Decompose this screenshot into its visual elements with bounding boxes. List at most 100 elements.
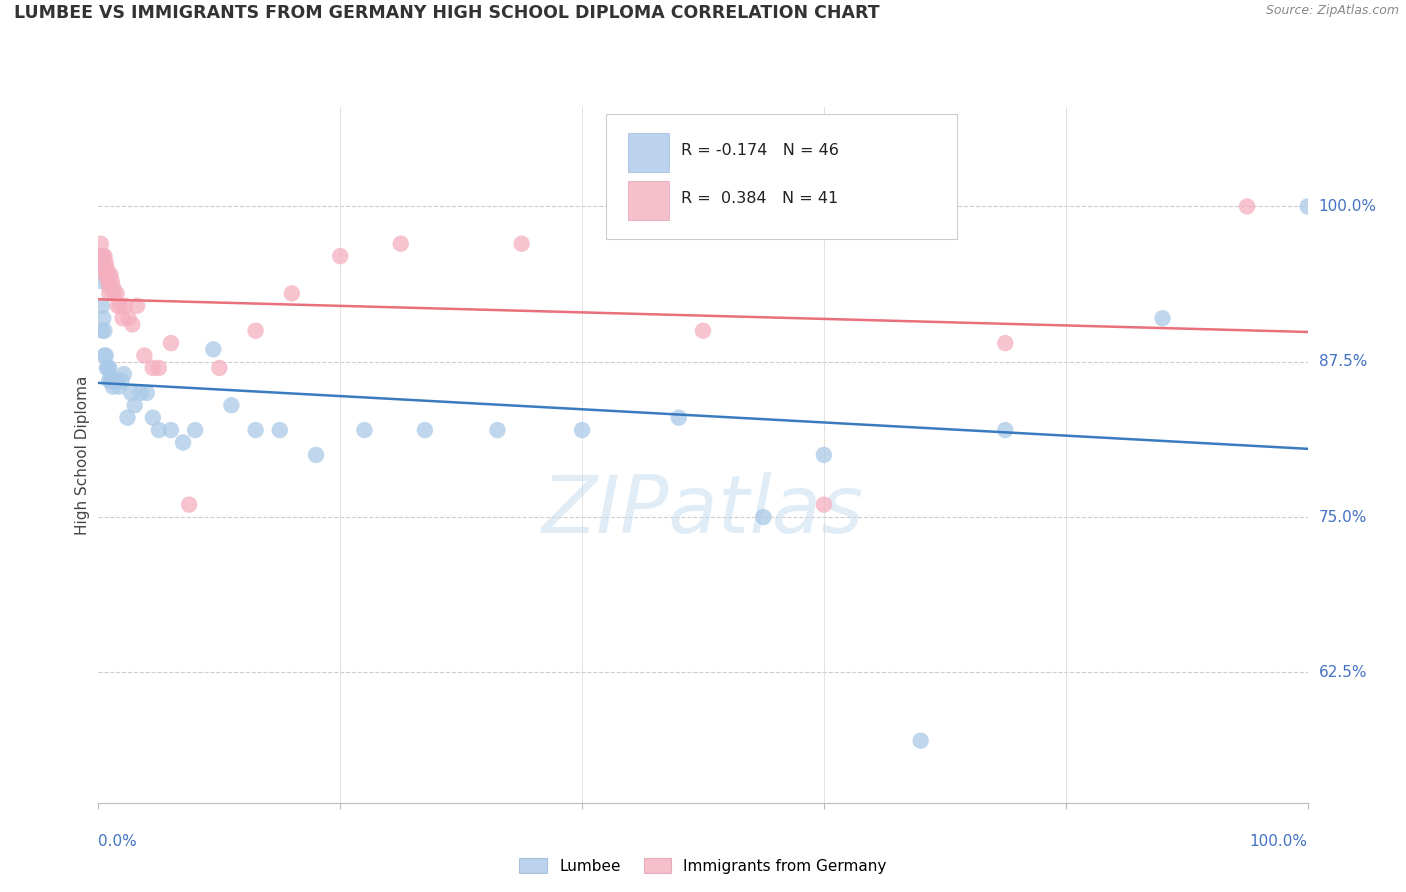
Point [172, 435, 194, 450]
Point [108, 299, 131, 313]
Point [692, 324, 714, 338]
Point [177, 498, 201, 512]
Text: 0.0%: 0.0% [98, 834, 138, 849]
FancyBboxPatch shape [606, 114, 957, 239]
Point [160, 336, 183, 351]
Point [120, 385, 142, 400]
Point [100, 268, 122, 282]
Point [89, 261, 111, 276]
Point [98, 280, 121, 294]
Text: ZIPatlas: ZIPatlas [541, 472, 865, 549]
Point [91, 249, 114, 263]
Point [1152, 311, 1174, 326]
Point [413, 423, 436, 437]
Point [571, 423, 593, 437]
Text: 87.5%: 87.5% [1319, 354, 1367, 369]
Point [91, 299, 114, 313]
Text: 75.0%: 75.0% [1319, 509, 1367, 524]
Point [93, 261, 115, 276]
Point [110, 373, 132, 387]
Point [107, 299, 129, 313]
Text: 100.0%: 100.0% [1250, 834, 1308, 849]
Point [142, 410, 165, 425]
Point [353, 423, 375, 437]
Point [221, 398, 243, 412]
Point [94, 255, 117, 269]
Point [96, 360, 118, 375]
Point [117, 410, 139, 425]
Point [91, 324, 114, 338]
Point [94, 268, 117, 282]
Text: LUMBEE VS IMMIGRANTS FROM GERMANY HIGH SCHOOL DIPLOMA CORRELATION CHART: LUMBEE VS IMMIGRANTS FROM GERMANY HIGH S… [14, 4, 880, 22]
Point [160, 423, 183, 437]
Point [994, 336, 1017, 351]
Point [305, 448, 328, 462]
Point [105, 373, 128, 387]
Point [124, 398, 146, 412]
Point [97, 274, 120, 288]
Point [90, 274, 112, 288]
Text: 100.0%: 100.0% [1319, 199, 1376, 214]
Point [93, 324, 115, 338]
Y-axis label: High School Diploma: High School Diploma [75, 376, 90, 534]
Point [184, 423, 207, 437]
Point [142, 360, 165, 375]
Point [329, 249, 352, 263]
Point [100, 274, 122, 288]
Point [910, 733, 932, 747]
Point [101, 379, 124, 393]
Point [245, 423, 267, 437]
Point [121, 318, 143, 332]
Point [129, 385, 152, 400]
Point [97, 360, 120, 375]
Point [486, 423, 509, 437]
Point [108, 379, 131, 393]
Point [98, 360, 121, 375]
Point [208, 360, 231, 375]
Point [269, 423, 291, 437]
Point [135, 385, 157, 400]
Point [118, 311, 141, 326]
Point [98, 373, 121, 387]
FancyBboxPatch shape [628, 181, 669, 220]
Point [100, 373, 122, 387]
Point [1236, 199, 1258, 213]
Point [281, 286, 304, 301]
Point [98, 286, 121, 301]
Point [103, 286, 125, 301]
Point [245, 324, 267, 338]
Point [93, 249, 115, 263]
Point [510, 236, 533, 251]
Point [148, 360, 170, 375]
Point [112, 367, 135, 381]
Text: Source: ZipAtlas.com: Source: ZipAtlas.com [1265, 4, 1399, 18]
FancyBboxPatch shape [628, 134, 669, 172]
Point [91, 261, 114, 276]
Point [111, 311, 134, 326]
Point [103, 373, 125, 387]
Point [813, 498, 835, 512]
Point [100, 373, 122, 387]
Point [202, 343, 225, 357]
Point [813, 448, 835, 462]
Point [1296, 199, 1319, 213]
Point [994, 423, 1017, 437]
Text: 62.5%: 62.5% [1319, 665, 1367, 680]
Point [89, 249, 111, 263]
Point [389, 236, 412, 251]
Text: R = -0.174   N = 46: R = -0.174 N = 46 [682, 143, 839, 158]
Point [90, 236, 112, 251]
Point [114, 299, 136, 313]
Point [127, 299, 149, 313]
Point [94, 349, 117, 363]
Point [134, 349, 156, 363]
Point [91, 311, 114, 326]
Point [93, 349, 115, 363]
Point [101, 280, 124, 294]
Point [148, 423, 170, 437]
Point [752, 510, 775, 524]
Point [97, 268, 120, 282]
Legend: Lumbee, Immigrants from Germany: Lumbee, Immigrants from Germany [513, 852, 893, 880]
Point [91, 249, 114, 263]
Point [668, 410, 690, 425]
